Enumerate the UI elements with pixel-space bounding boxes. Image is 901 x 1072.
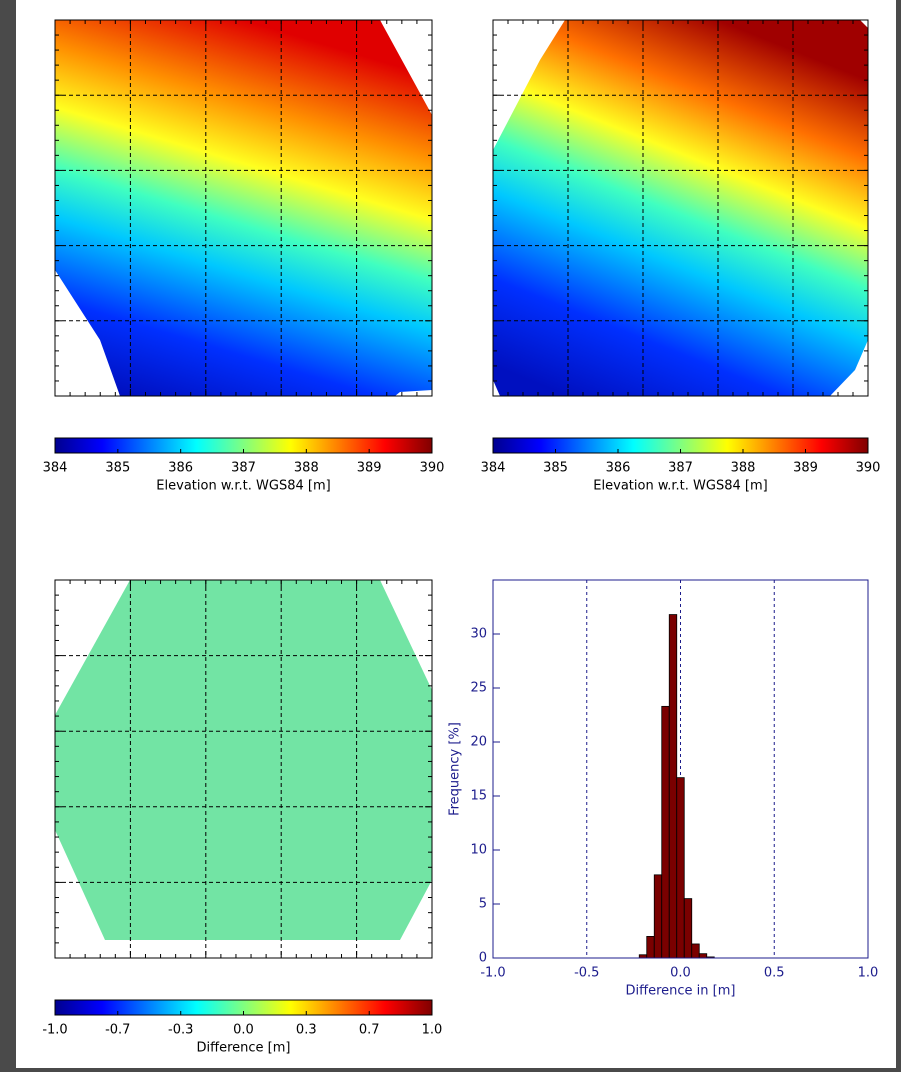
x-tick-label: 389 [357,461,382,476]
bar [653,874,663,959]
elevation-map [493,20,868,396]
y-tick-label: 5 [479,897,487,912]
bar [683,898,693,959]
bar [668,614,678,959]
x-tick-label: 0.0 [670,966,691,981]
x-tick-label: 1.0 [858,966,879,981]
bar [691,943,700,959]
y-tick-label: 0 [479,951,487,966]
bar [676,777,685,959]
x-tick-label: -1.0 [42,1023,67,1038]
elevation-map [55,20,432,396]
y-tick-label: 10 [470,843,487,858]
x-tick-label: 385 [543,461,568,476]
y-tick-label: 25 [470,681,487,696]
bar [661,705,670,959]
x-tick-label: 390 [856,461,881,476]
x-axis-title: Elevation w.r.t. WGS84 [m] [156,479,330,494]
y-tick-label: 15 [470,789,487,804]
x-axis-title: Difference [m] [197,1041,291,1056]
x-tick-label: 389 [793,461,818,476]
x-tick-label: -0.5 [574,966,599,981]
x-tick-label: -0.3 [168,1023,193,1038]
charts: 384 385 386 387 388 389 390 Elevation w.r.t. WG… [42,437,881,1056]
x-tick-label: 386 [606,461,631,476]
x-tick-label: 390 [420,461,445,476]
x-tick-label: -1.0 [480,966,505,981]
map-frame [54,19,433,397]
x-tick-label: 385 [105,461,130,476]
plot-frame [492,579,869,959]
x-tick-label: 0.5 [764,966,785,981]
map-frames [54,19,869,959]
x-tick-label: 0.7 [359,1023,380,1038]
difference-map [55,580,432,940]
x-tick-label: 384 [481,461,506,476]
x-tick-label: 387 [231,461,256,476]
x-axis-title: Elevation w.r.t. WGS84 [m] [593,479,767,494]
x-tick-label: 388 [294,461,319,476]
x-axis-title: Difference in [m] [626,984,736,999]
map-frame [54,579,433,959]
x-tick-label: -0.7 [105,1023,130,1038]
x-tick-label: 1.0 [422,1023,443,1038]
x-tick-label: 0.3 [296,1023,317,1038]
x-tick-label: 388 [731,461,756,476]
bar [698,953,708,959]
bar [646,936,655,959]
x-tick-label: 384 [43,461,68,476]
x-tick-label: 0.0 [233,1023,254,1038]
x-tick-label: 387 [668,461,693,476]
y-tick-label: 30 [470,627,487,642]
y-axis-title: Frequency [%] [448,722,463,816]
map-frame [492,19,869,397]
y-tick-label: 20 [470,735,487,750]
histogram: -1.0 -0.5 0.0 0.5 1.0 0 5 10 15 20 25 30 Difference … [448,579,879,999]
x-tick-label: 386 [168,461,193,476]
